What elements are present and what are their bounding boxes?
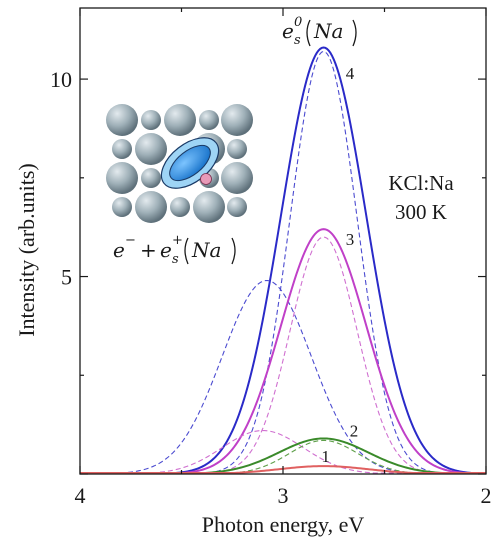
inset-label-arg: Na bbox=[191, 238, 221, 262]
y-axis-label: Intensity (arb.units) bbox=[14, 163, 39, 337]
top-label-paren-right bbox=[352, 19, 357, 47]
series-line-2 bbox=[80, 50, 486, 474]
lattice-ion bbox=[164, 104, 196, 136]
lattice-ion bbox=[112, 139, 132, 159]
lattice-ion bbox=[141, 168, 161, 188]
x-tick-label: 2 bbox=[481, 483, 492, 508]
inset-label-minus: − bbox=[125, 233, 136, 248]
inset-label-sup: + bbox=[172, 233, 183, 248]
sample-label: KCl:Na bbox=[388, 171, 454, 195]
lattice-ion bbox=[106, 104, 138, 136]
inset-label-e: e bbox=[113, 238, 125, 262]
top-label-sup: 0 bbox=[294, 15, 302, 30]
tick-labels-group: 4 3 2 5 10 bbox=[50, 67, 492, 508]
lattice-ion bbox=[170, 197, 190, 217]
curve-labels-group: 4 3 2 1 bbox=[321, 64, 358, 466]
top-label-paren-left bbox=[306, 19, 311, 47]
y-tick-label: 5 bbox=[61, 265, 72, 290]
lattice-ion bbox=[106, 162, 138, 194]
ticks-group bbox=[79, 8, 487, 475]
x-axis-label: Photon energy, eV bbox=[202, 512, 365, 537]
y-tick-label: 10 bbox=[50, 67, 72, 92]
x-tick-label: 3 bbox=[278, 483, 289, 508]
curve-label-1: 1 bbox=[321, 447, 330, 466]
series-line-3 bbox=[80, 228, 486, 474]
lattice-inset-icon bbox=[106, 104, 253, 223]
inset-label-paren-left bbox=[184, 237, 189, 265]
top-label-sub: s bbox=[294, 33, 301, 48]
lattice-ion bbox=[227, 197, 247, 217]
lattice-ion bbox=[135, 191, 167, 223]
inset-state-label: e − + e + s Na bbox=[113, 233, 236, 267]
temperature-label: 300 K bbox=[395, 200, 447, 224]
curve-label-2: 2 bbox=[350, 421, 359, 440]
top-state-label: e 0 s Na bbox=[282, 15, 357, 48]
inset-label-plus: + bbox=[140, 238, 157, 262]
inset-label-sub: s bbox=[172, 252, 179, 267]
curves-group bbox=[80, 46, 486, 474]
lattice-ion bbox=[135, 133, 167, 165]
lattice-ion bbox=[193, 191, 225, 223]
lattice-ion bbox=[221, 162, 253, 194]
curve-label-4: 4 bbox=[346, 64, 355, 83]
lattice-ion bbox=[199, 110, 219, 130]
lattice-ion bbox=[221, 104, 253, 136]
curve-label-3: 3 bbox=[346, 230, 355, 249]
inset-label-paren-right bbox=[231, 237, 236, 265]
lattice-ion bbox=[112, 197, 132, 217]
series-line-1 bbox=[80, 279, 486, 474]
lattice-ion bbox=[141, 110, 161, 130]
top-label-base: e bbox=[282, 19, 294, 43]
x-tick-label: 4 bbox=[75, 483, 86, 508]
top-label-arg: Na bbox=[313, 19, 343, 43]
lattice-ion bbox=[227, 139, 247, 159]
inset-label-es: e bbox=[160, 238, 172, 262]
